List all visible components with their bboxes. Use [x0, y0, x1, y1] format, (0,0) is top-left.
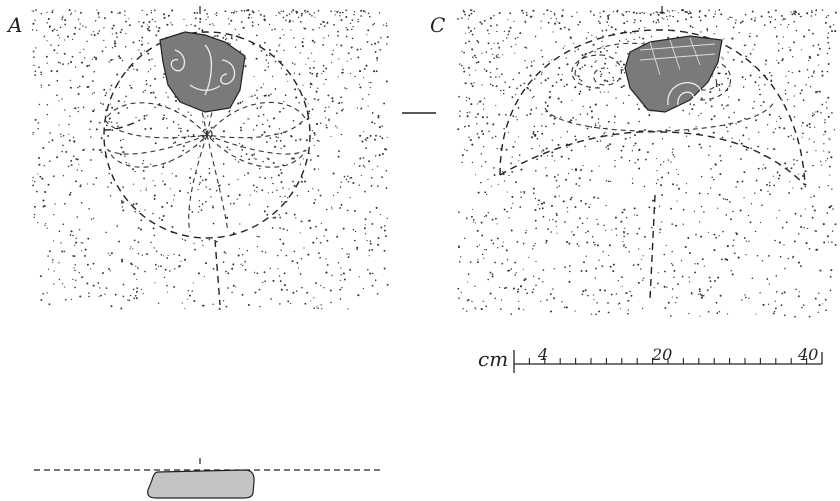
panel-a-label: A	[6, 13, 22, 37]
section-profile	[34, 458, 380, 499]
scale-unit-label: cm	[478, 347, 508, 371]
panel-c-stipple	[457, 8, 837, 318]
panel-c-stem	[649, 194, 656, 301]
panel-a-petal-right-lower	[206, 134, 307, 168]
panel-a-center-boss	[201, 128, 213, 140]
panel-a-dashed-circle	[103, 31, 311, 239]
panel-a-petal-right-upper	[206, 101, 306, 139]
panel-a-arm-lower-right	[206, 134, 229, 233]
panel-a-petal-left-lower	[106, 134, 208, 168]
panel-a-stem	[214, 239, 221, 306]
panel-c: C	[430, 6, 837, 318]
section-stone-profile	[147, 469, 255, 499]
panel-a-cross-left	[103, 119, 141, 131]
panel-a-petal-left-upper	[104, 102, 208, 139]
panel-a-carved-fragment	[159, 31, 246, 113]
scale-tick-label-20: 20	[651, 345, 672, 364]
panel-c-inner-band	[544, 99, 776, 132]
panel-c-spiral-left	[571, 54, 622, 89]
scale-tick-label-40: 40	[797, 345, 818, 364]
panel-c-lower-arch	[499, 131, 806, 186]
panel-a: A	[6, 6, 389, 310]
panel-c-carved-fragment	[624, 35, 723, 113]
panel-a-stipple	[31, 8, 389, 310]
panel-c-outer-arch	[499, 29, 806, 186]
scale-minor-ticks	[528, 358, 808, 364]
scale-bar: cm 4 20 40	[478, 345, 823, 373]
scale-tick-label-4: 4	[537, 345, 548, 364]
panel-c-label: C	[430, 13, 445, 37]
panel-a-arm-lower-left	[188, 134, 208, 233]
